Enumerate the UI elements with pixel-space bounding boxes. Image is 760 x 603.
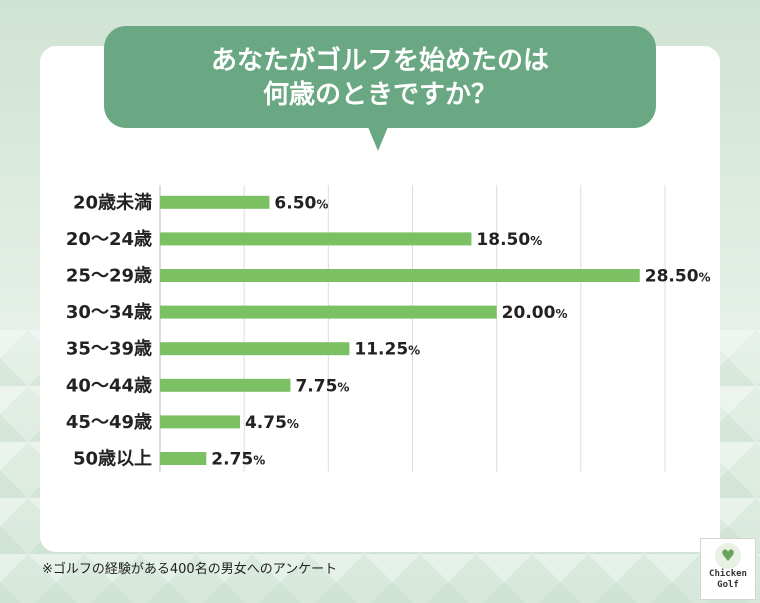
bar bbox=[160, 342, 350, 356]
value-label: 6.50% bbox=[274, 193, 328, 213]
bar bbox=[160, 415, 240, 429]
value-label: 28.50% bbox=[645, 267, 711, 287]
chicken-icon: ♥ bbox=[715, 543, 741, 569]
bar bbox=[160, 232, 472, 246]
value-label: 11.25% bbox=[354, 340, 420, 360]
chicken-golf-logo: ♥ Chicken Golf bbox=[700, 538, 756, 600]
title-line-2: 何歳のときですか？ bbox=[262, 80, 497, 110]
title-bubble-tail bbox=[368, 127, 388, 151]
value-label: 4.75% bbox=[245, 413, 299, 433]
value-label: 18.50% bbox=[476, 230, 542, 250]
bar bbox=[160, 378, 291, 392]
chart-bars bbox=[160, 195, 640, 465]
category-label: 20歳未満 bbox=[73, 191, 152, 213]
category-label: 45〜49歳 bbox=[66, 412, 152, 433]
category-label: 25〜29歳 bbox=[66, 266, 152, 287]
bar bbox=[160, 452, 207, 465]
bar bbox=[160, 195, 270, 209]
bar bbox=[160, 269, 640, 282]
chart-labels: 20歳未満 6.50% 20〜24歳 18.50% 25〜29歳 28.50% 30〜34歳… bbox=[66, 191, 711, 469]
title-bubble: あなたがゴルフを始めたのは 何歳のときですか？ bbox=[104, 26, 656, 128]
value-label: 2.75% bbox=[211, 450, 265, 470]
category-label: 20〜24歳 bbox=[66, 229, 152, 250]
category-label: 35〜39歳 bbox=[66, 339, 152, 360]
title-line-1: あなたがゴルフを始めたのは bbox=[210, 46, 549, 76]
logo-text-line1: Chicken bbox=[709, 569, 747, 579]
category-label: 30〜34歳 bbox=[66, 302, 152, 323]
category-label: 40〜44歳 bbox=[66, 375, 152, 396]
chart-grid bbox=[159, 185, 666, 472]
logo-text-line2: Golf bbox=[717, 580, 739, 590]
footnote: ※ゴルフの経験がある400名の男女へのアンケート bbox=[42, 562, 338, 577]
value-label: 7.75% bbox=[295, 376, 349, 396]
category-label: 50歳以上 bbox=[73, 449, 152, 470]
bar bbox=[160, 305, 497, 319]
value-label: 20.00% bbox=[502, 303, 568, 323]
